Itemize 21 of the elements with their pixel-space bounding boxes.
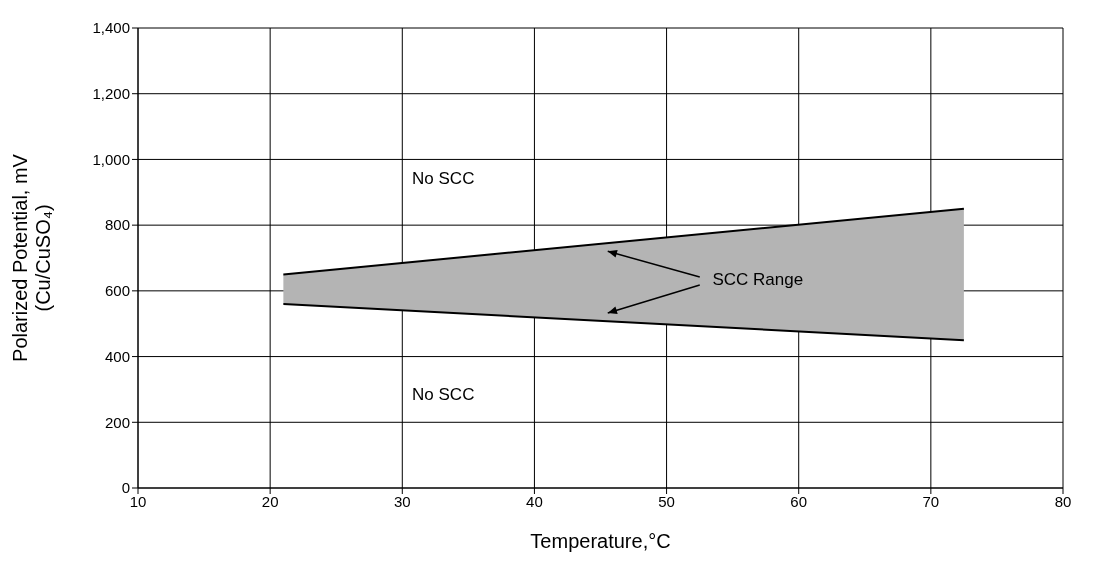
x-tick-label: 40 — [526, 492, 543, 510]
y-tick-label: 600 — [104, 282, 130, 300]
y-tick-label: 1,200 — [92, 85, 130, 103]
y-tick-label: 200 — [104, 413, 130, 431]
x-tick-label: 20 — [261, 492, 279, 510]
y-tick-label: 1,400 — [92, 19, 130, 37]
y-tick-label: 800 — [104, 216, 130, 234]
x-tick-label: 60 — [790, 492, 808, 510]
x-tick-label: 50 — [658, 492, 675, 510]
y-tick-label: 400 — [104, 347, 130, 365]
annotation: No SCC — [412, 385, 475, 405]
annotation: SCC Range — [712, 270, 804, 290]
x-tick-label: 80 — [1054, 492, 1072, 510]
y-axis-title: Polarized Potential, mV (Cu/CuSO₄) — [9, 153, 54, 362]
x-tick-label: 70 — [922, 492, 940, 510]
x-axis-title: Temperature,°C — [530, 530, 671, 552]
x-tick-label: 30 — [393, 492, 411, 510]
y-tick-label: 0 — [121, 479, 130, 497]
x-tick-label: 10 — [129, 492, 147, 510]
y-tick-label: 1,000 — [92, 150, 130, 168]
annotation: No SCC — [412, 169, 475, 189]
